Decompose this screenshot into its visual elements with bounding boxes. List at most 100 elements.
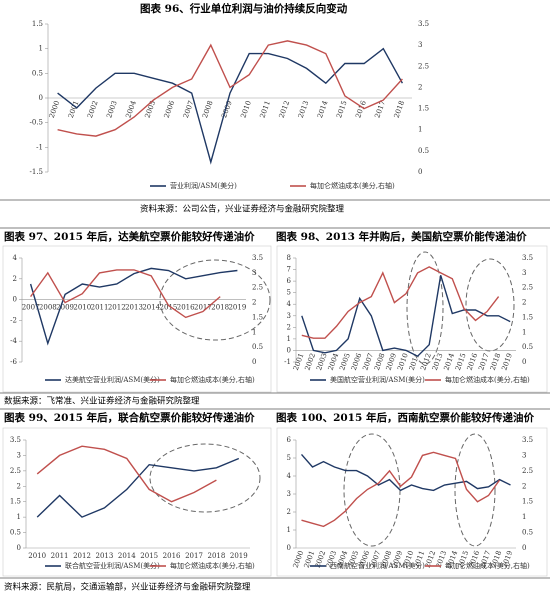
y2-tick-label: 2.5 bbox=[252, 284, 263, 292]
y-tick-label: 0 bbox=[39, 94, 43, 102]
x-tick-label: 2013 bbox=[95, 552, 113, 560]
y2-tick-label: 0.5 bbox=[522, 529, 533, 537]
x-tick-label: 2015 bbox=[335, 100, 349, 119]
series-line bbox=[57, 47, 404, 165]
y2-tick-label: 3.5 bbox=[418, 20, 429, 28]
y2-tick-label: 0.5 bbox=[252, 343, 263, 351]
x-tick-label: 2014 bbox=[316, 99, 330, 119]
legend-label: 每加仑燃油成本(美分,右轴) bbox=[445, 561, 530, 570]
y2-tick-label: 1 bbox=[522, 328, 526, 336]
y-tick-label: 0 bbox=[13, 296, 17, 304]
legend-label: 美国航空营业利润/ASM(美分) bbox=[330, 375, 425, 384]
y2-tick-label: 2 bbox=[418, 83, 422, 91]
x-tick-label: 2019 bbox=[500, 352, 514, 371]
x-tick-label: 2013 bbox=[125, 304, 143, 312]
x-tick-label: 2012 bbox=[108, 304, 126, 312]
y2-tick-label: 2 bbox=[522, 482, 526, 490]
series-line bbox=[301, 275, 511, 358]
y-tick-label: 3.5 bbox=[10, 436, 21, 444]
x-tick-label: 2007 bbox=[182, 100, 196, 119]
x-tick-label: 2007 bbox=[22, 304, 40, 312]
y-tick-label: -6 bbox=[10, 358, 17, 366]
y2-tick-label: 2.5 bbox=[418, 62, 429, 70]
y2-tick-label: 2 bbox=[522, 299, 526, 307]
x-tick-label: 2016 bbox=[163, 552, 181, 560]
highlight-ellipse bbox=[343, 433, 401, 547]
x-tick-label: 2014 bbox=[142, 304, 160, 312]
source-note: 数据来源：飞常准、兴业证券经济与金融研究院整理 bbox=[4, 396, 200, 407]
y-tick-label: -4 bbox=[10, 337, 17, 345]
series-line bbox=[301, 451, 501, 528]
y-tick-label: 5 bbox=[287, 289, 291, 297]
legend-label: 达美航空营业利润/ASM(美分) bbox=[65, 375, 160, 384]
legend-label: 西南航空营业利润/ASM(美分) bbox=[330, 561, 425, 570]
figure-title: 图表 98、2013 年并购后，美国航空票价能传递油价 bbox=[276, 230, 527, 243]
figure-title: 图表 100、2015 年后，西南航空票价能较好传递油价 bbox=[276, 411, 534, 424]
figure-title: 图表 97、2015 年后，达美航空票价能较好传递油价 bbox=[4, 230, 255, 243]
y-tick-label: 0 bbox=[287, 544, 291, 552]
x-tick-label: 2018 bbox=[207, 552, 225, 560]
y2-tick-label: 0.5 bbox=[522, 343, 533, 351]
x-tick-label: 2002 bbox=[86, 100, 100, 119]
legend-label: 每加仑燃油成本(美分,右轴) bbox=[170, 375, 255, 384]
x-tick-label: 2009 bbox=[56, 304, 74, 312]
series-line bbox=[30, 269, 221, 319]
series-line bbox=[29, 267, 238, 346]
y-tick-label: -1 bbox=[36, 143, 43, 151]
x-tick-label: 2011 bbox=[91, 304, 109, 312]
highlight-ellipse bbox=[406, 251, 444, 365]
x-tick-label: 2016 bbox=[354, 99, 368, 119]
y-tick-label: 1 bbox=[17, 513, 21, 521]
y2-tick-label: 0 bbox=[522, 358, 526, 366]
x-tick-label: 2011 bbox=[51, 552, 69, 560]
x-tick-label: 2015 bbox=[140, 552, 158, 560]
x-tick-label: 2008 bbox=[201, 100, 215, 119]
y-tick-label: 0.5 bbox=[10, 529, 21, 537]
y-tick-label: 0 bbox=[287, 346, 291, 354]
y2-tick-label: 3.5 bbox=[252, 254, 263, 262]
series-line bbox=[36, 445, 217, 503]
y2-tick-label: 2.5 bbox=[522, 284, 533, 292]
y2-tick-label: 1 bbox=[252, 328, 256, 336]
y-tick-label: 8 bbox=[287, 254, 291, 262]
x-tick-label: 2008 bbox=[39, 304, 57, 312]
y-tick-label: -1 bbox=[284, 358, 291, 366]
y-tick-label: 4 bbox=[13, 254, 18, 262]
y2-tick-label: 2.5 bbox=[522, 467, 533, 475]
y-tick-label: 1.5 bbox=[32, 20, 43, 28]
y2-tick-label: 1 bbox=[418, 126, 422, 134]
series-line bbox=[57, 40, 403, 137]
y2-tick-label: 0 bbox=[418, 168, 422, 176]
y-tick-label: 1 bbox=[39, 45, 43, 53]
y-tick-label: 0.5 bbox=[32, 69, 43, 77]
x-tick-label: 2015 bbox=[160, 304, 178, 312]
x-tick-label: 2011 bbox=[258, 100, 272, 119]
x-tick-label: 2019 bbox=[230, 552, 248, 560]
y-tick-label: 3 bbox=[17, 451, 21, 459]
x-tick-label: 2017 bbox=[194, 304, 212, 312]
y-tick-label: 6 bbox=[287, 277, 292, 285]
y-tick-label: 1.5 bbox=[10, 498, 21, 506]
x-tick-label: 2017 bbox=[373, 100, 387, 119]
x-tick-label: 2000 bbox=[48, 100, 62, 119]
panel-frame bbox=[276, 427, 548, 577]
y-tick-label: -1.5 bbox=[30, 168, 44, 176]
y-tick-label: -2 bbox=[10, 316, 17, 324]
panel-frame bbox=[2, 245, 272, 393]
y-tick-label: 4 bbox=[287, 472, 292, 480]
x-tick-label: 2010 bbox=[28, 552, 46, 560]
series-line bbox=[300, 453, 511, 492]
y2-tick-label: 3.5 bbox=[522, 254, 533, 262]
x-tick-label: 2018 bbox=[393, 100, 407, 119]
y2-tick-label: 1.5 bbox=[522, 313, 533, 321]
y-tick-label: 0 bbox=[17, 544, 21, 552]
y2-tick-label: 0 bbox=[522, 544, 526, 552]
y2-tick-label: 2 bbox=[252, 299, 256, 307]
y-tick-label: 2 bbox=[287, 508, 291, 516]
y-tick-label: 2 bbox=[13, 275, 17, 283]
y-tick-label: 4 bbox=[287, 300, 292, 308]
y-tick-label: 2 bbox=[287, 323, 291, 331]
y-tick-label: 1 bbox=[287, 335, 291, 343]
panel-frame bbox=[276, 245, 548, 393]
x-tick-label: 2014 bbox=[118, 552, 136, 560]
